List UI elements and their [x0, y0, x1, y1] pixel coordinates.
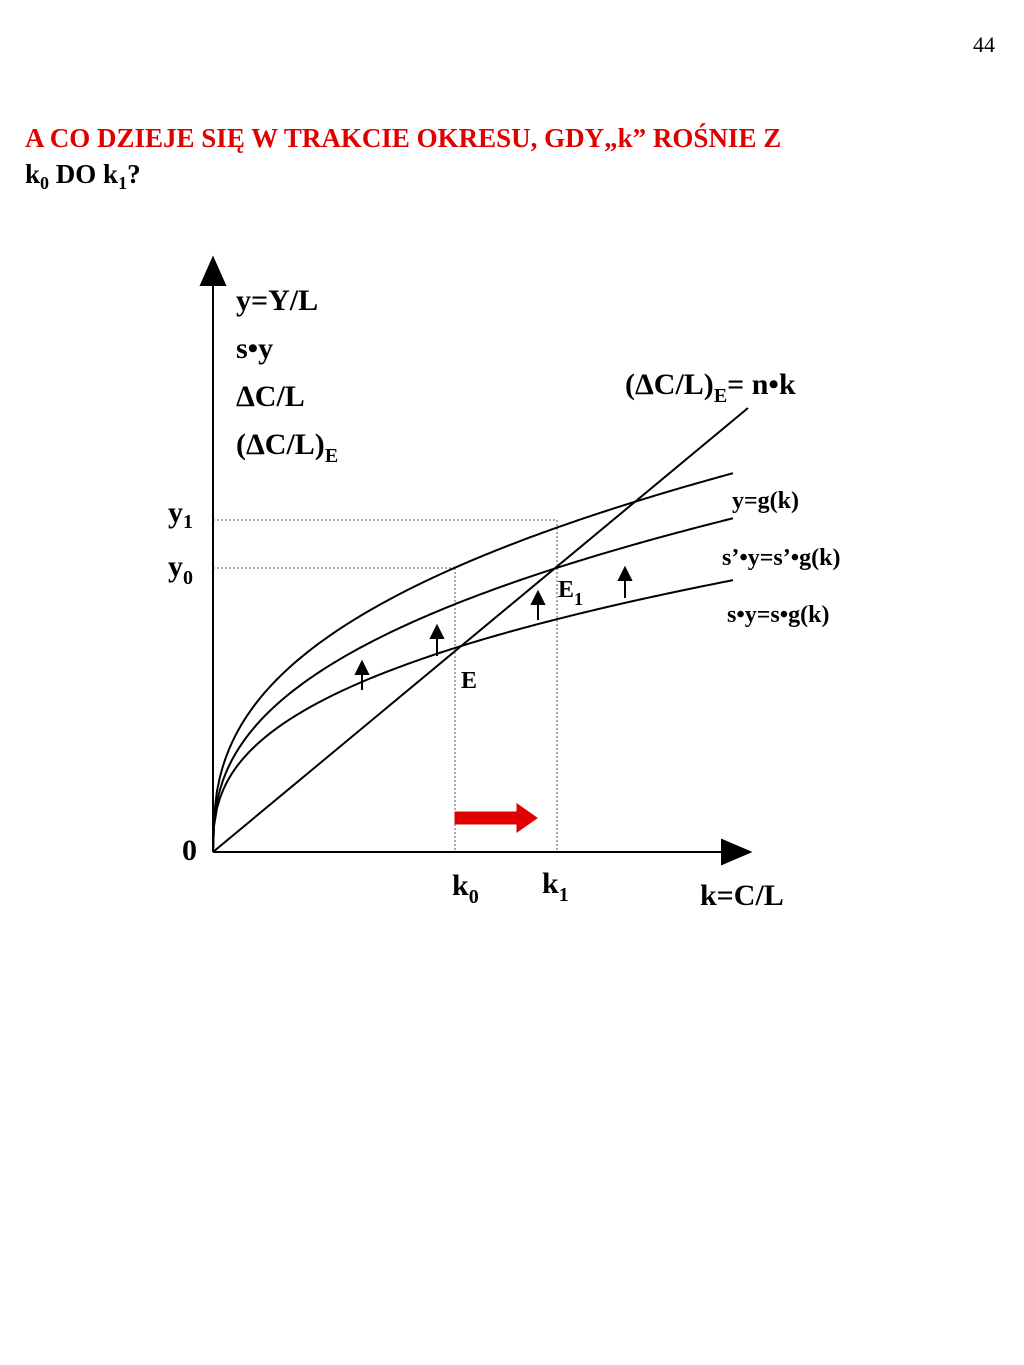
- axis-label: (ΔC/L)E: [236, 428, 338, 467]
- t: (ΔC/L): [625, 368, 714, 401]
- line-label: (ΔC/L)E= n•k: [625, 368, 796, 407]
- curve-label: s•y=s•g(k): [727, 602, 830, 628]
- shift-arrow: [454, 803, 538, 833]
- curve: [212, 579, 734, 853]
- k1: k1: [542, 867, 569, 906]
- y0: y0: [168, 550, 193, 589]
- t: 1: [183, 511, 193, 533]
- point-label: E: [461, 668, 477, 694]
- arrow-head: [429, 623, 445, 639]
- t: 0: [183, 567, 193, 589]
- curve-label: y=g(k): [732, 488, 799, 514]
- t: E: [558, 577, 574, 603]
- y1: y1: [168, 496, 193, 533]
- arrow-head: [199, 255, 227, 286]
- t: k: [25, 159, 40, 189]
- plot: [199, 255, 753, 866]
- page-number: 44: [973, 32, 995, 57]
- point-label: E1: [558, 577, 583, 609]
- t: 0: [469, 886, 479, 908]
- t: 1: [118, 173, 127, 193]
- t: = n•k: [727, 368, 796, 401]
- axis-label: s•y: [236, 332, 273, 365]
- t: E: [325, 445, 338, 467]
- arrow-head: [530, 589, 546, 605]
- t: y: [168, 550, 183, 583]
- title-line2: k0 DO k1?: [25, 159, 141, 193]
- arrow-head: [721, 838, 753, 866]
- t: 1: [559, 884, 569, 906]
- origin: 0: [182, 834, 197, 867]
- k0: k0: [452, 869, 479, 908]
- t: 1: [574, 589, 583, 609]
- x-axis-label: k=C/L: [700, 879, 784, 912]
- t: 0: [40, 173, 49, 193]
- title-line1: A CO DZIEJE SIĘ W TRAKCIE OKRESU, GDY„k”…: [25, 123, 781, 153]
- t: (ΔC/L): [236, 428, 325, 461]
- t: E: [714, 385, 727, 407]
- curve: [212, 472, 734, 853]
- arrow-head: [354, 659, 370, 675]
- t: k: [452, 869, 469, 902]
- t: y: [168, 496, 183, 529]
- t: ?: [127, 159, 141, 189]
- axis-label: ΔC/L: [236, 380, 305, 413]
- t: DO k: [49, 159, 118, 189]
- line-nk: [212, 407, 749, 853]
- axis-label: y=Y/L: [236, 284, 318, 317]
- t: k: [542, 867, 559, 900]
- curve-label: s’•y=s’•g(k): [722, 545, 840, 571]
- curve: [212, 517, 734, 853]
- arrow-head: [617, 565, 633, 581]
